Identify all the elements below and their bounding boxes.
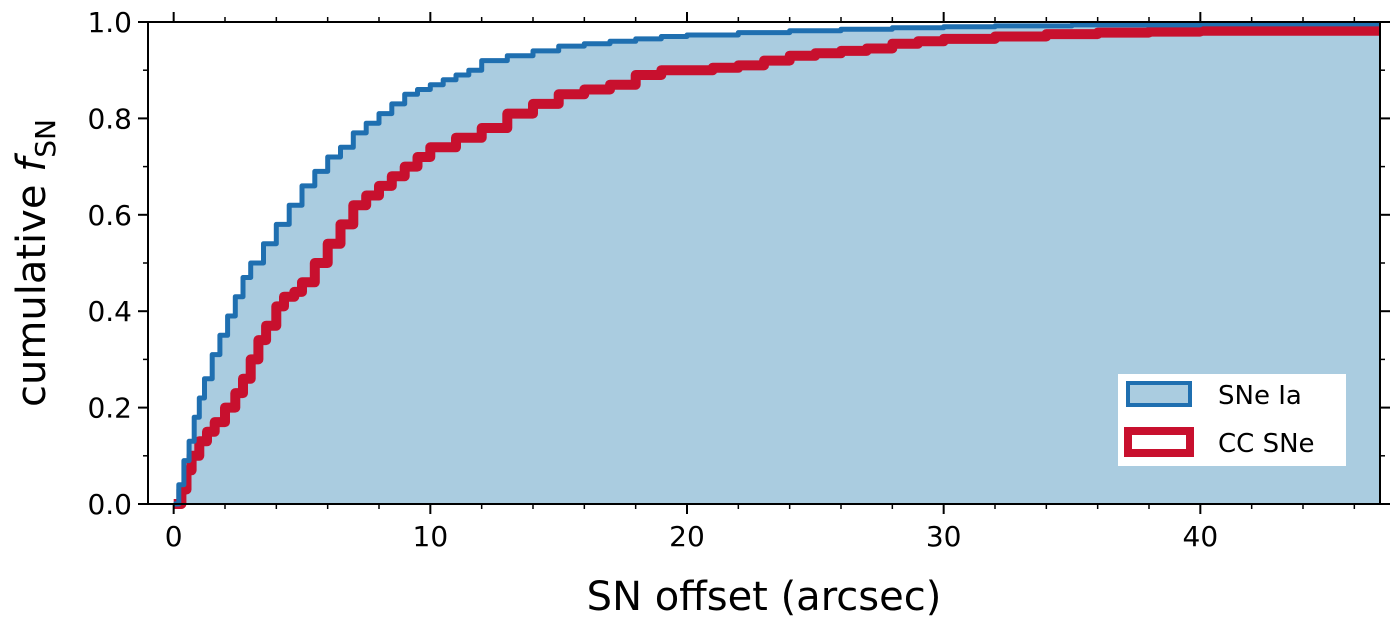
- label-layer: 0 10 20 30 40 0.0 0.2 0.4 0.6 0.8 1.0: [87, 6, 1218, 553]
- y-axis-title-main: cumulative: [9, 172, 55, 407]
- x-tick-label: 30: [926, 520, 962, 553]
- x-tick-label: 0: [165, 520, 183, 553]
- x-tick-label: 10: [413, 520, 449, 553]
- line-layer: [173, 21, 1380, 509]
- series-fill-sne-ia: [173, 23, 1381, 505]
- y-axis-title-subscript: SN: [29, 119, 62, 158]
- x-tick-label: 20: [669, 520, 705, 553]
- series-line-sne-ia: [173, 21, 1380, 507]
- legend-label-cc-sne: CC SNe: [1218, 429, 1315, 459]
- y-tick-label: 0.0: [87, 488, 132, 521]
- legend-swatch-sne-ia: [1126, 381, 1192, 407]
- x-axis-title: SN offset (arcsec): [587, 574, 942, 620]
- legend: SNe Ia CC SNe: [1118, 374, 1346, 466]
- y-tick-label: 0.8: [87, 102, 132, 135]
- legend-swatch-cc-sne: [1124, 427, 1194, 457]
- y-tick-label: 0.2: [87, 392, 132, 425]
- y-axis-title: cumulative fSN: [9, 119, 62, 407]
- x-tick-label: 40: [1183, 520, 1219, 553]
- y-tick-label: 0.4: [87, 295, 132, 328]
- y-tick-label: 1.0: [87, 6, 132, 39]
- legend-label-sne-ia: SNe Ia: [1218, 381, 1302, 411]
- tick-layer: [138, 12, 1390, 514]
- series-line-cc-sne: [173, 25, 1380, 509]
- fill-layer: [173, 23, 1381, 505]
- y-tick-label: 0.6: [87, 199, 132, 232]
